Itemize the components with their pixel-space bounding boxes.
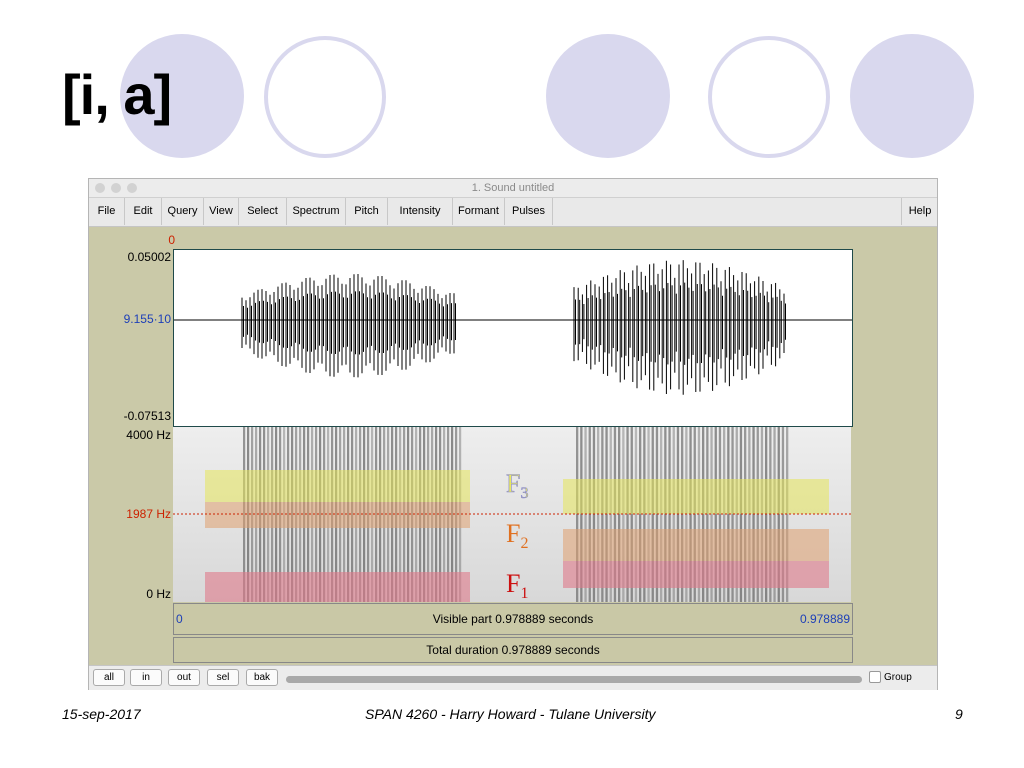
footer-page-number: 9 bbox=[955, 706, 963, 722]
menu-file[interactable]: File bbox=[89, 198, 125, 225]
spectrogram-cursor-label: 1987 Hz bbox=[126, 507, 171, 521]
f2-band-a bbox=[563, 529, 829, 561]
menu-edit[interactable]: Edit bbox=[125, 198, 162, 225]
menu-pitch[interactable]: Pitch bbox=[346, 198, 388, 225]
praat-sound-window: 1. Sound untitled File Edit Query View S… bbox=[88, 178, 938, 690]
f2-label: F2 bbox=[506, 519, 528, 552]
f3-band-a bbox=[563, 479, 829, 514]
scrollbar-thumb[interactable] bbox=[286, 676, 862, 683]
time-cursor-label: 0 bbox=[168, 233, 175, 247]
total-duration-bar[interactable]: Total duration 0.978889 seconds bbox=[173, 637, 853, 663]
f1-band-a bbox=[563, 561, 829, 588]
decor-circle-1 bbox=[120, 34, 244, 158]
f2-band-i bbox=[205, 502, 470, 528]
menu-help[interactable]: Help bbox=[901, 198, 938, 225]
visible-end-label: 0.978889 bbox=[799, 612, 850, 626]
close-window-icon[interactable] bbox=[95, 183, 105, 193]
waveform-plot bbox=[174, 260, 852, 395]
decor-circle-2 bbox=[264, 36, 386, 158]
window-title: 1. Sound untitled bbox=[471, 182, 555, 194]
menu-select[interactable]: Select bbox=[239, 198, 287, 225]
slide-title: [i, a] bbox=[62, 63, 172, 126]
visible-part-label: Visible part 0.978889 seconds bbox=[432, 612, 594, 626]
f3-band-i bbox=[205, 470, 470, 502]
decor-circle-3 bbox=[546, 34, 670, 158]
waveform-min-label: -0.07513 bbox=[123, 409, 171, 423]
horizontal-scrollbar[interactable] bbox=[286, 676, 862, 683]
footer-course: SPAN 4260 - Harry Howard - Tulane Univer… bbox=[365, 706, 656, 722]
zoom-in-button[interactable]: in bbox=[130, 669, 162, 686]
zoom-out-button[interactable]: out bbox=[168, 669, 200, 686]
window-titlebar: 1. Sound untitled bbox=[89, 179, 937, 198]
menu-spectrum[interactable]: Spectrum bbox=[287, 198, 346, 225]
f1-band-i bbox=[205, 572, 470, 602]
f1-label: F1 bbox=[506, 569, 528, 602]
decor-circle-5 bbox=[850, 34, 974, 158]
zoom-selection-button[interactable]: sel bbox=[207, 669, 239, 686]
group-checkbox[interactable] bbox=[869, 671, 881, 683]
minimize-window-icon[interactable] bbox=[111, 183, 121, 193]
f3-label: F3 bbox=[506, 469, 528, 502]
menu-bar: File Edit Query View Select Spectrum Pit… bbox=[89, 198, 937, 227]
waveform-max-label: 0.05002 bbox=[127, 250, 171, 264]
total-duration-label: Total duration 0.978889 seconds bbox=[426, 643, 600, 657]
group-label: Group bbox=[884, 672, 912, 683]
spectrogram-plot: F3 F2 F1 bbox=[173, 427, 851, 602]
spectrogram-top-label: 4000 Hz bbox=[126, 428, 171, 442]
visible-part-bar[interactable]: 0 Visible part 0.978889 seconds 0.978889 bbox=[173, 603, 853, 635]
visible-start-label: 0 bbox=[176, 612, 183, 626]
menu-intensity[interactable]: Intensity bbox=[388, 198, 453, 225]
menu-formant[interactable]: Formant bbox=[453, 198, 505, 225]
zoom-all-button[interactable]: all bbox=[93, 669, 125, 686]
spectrogram-panel[interactable]: F3 F2 F1 bbox=[173, 427, 851, 602]
menu-query[interactable]: Query bbox=[162, 198, 204, 225]
zoom-back-button[interactable]: bak bbox=[246, 669, 278, 686]
spectrogram-bottom-label: 0 Hz bbox=[146, 587, 171, 601]
waveform-panel[interactable] bbox=[173, 249, 853, 427]
footer-date: 15-sep-2017 bbox=[62, 706, 141, 722]
menu-pulses[interactable]: Pulses bbox=[505, 198, 553, 225]
menu-view[interactable]: View bbox=[204, 198, 239, 225]
waveform-mid-label: 9.155·10 bbox=[123, 312, 171, 326]
zoom-window-icon[interactable] bbox=[127, 183, 137, 193]
decor-circle-4 bbox=[708, 36, 830, 158]
